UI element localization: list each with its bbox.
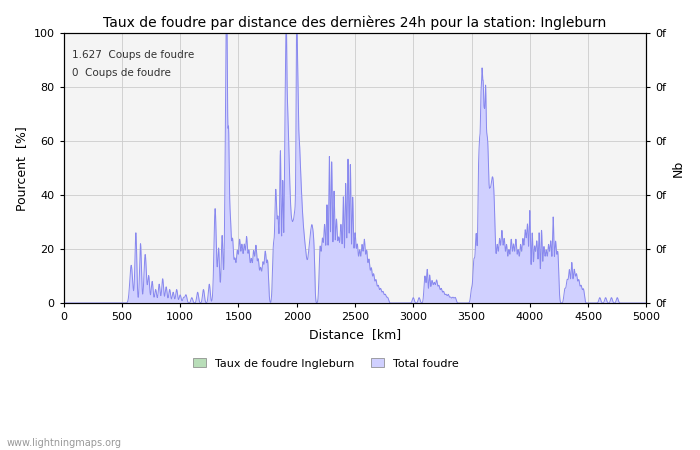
Title: Taux de foudre par distance des dernières 24h pour la station: Ingleburn: Taux de foudre par distance des dernière… — [104, 15, 607, 30]
Text: 1.627  Coups de foudre: 1.627 Coups de foudre — [72, 50, 195, 59]
Y-axis label: Nb: Nb — [672, 160, 685, 177]
Text: www.lightningmaps.org: www.lightningmaps.org — [7, 438, 122, 448]
Y-axis label: Pourcent  [%]: Pourcent [%] — [15, 126, 28, 211]
X-axis label: Distance  [km]: Distance [km] — [309, 328, 401, 341]
Legend: Taux de foudre Ingleburn, Total foudre: Taux de foudre Ingleburn, Total foudre — [188, 354, 463, 373]
Text: 0  Coups de foudre: 0 Coups de foudre — [72, 68, 172, 78]
